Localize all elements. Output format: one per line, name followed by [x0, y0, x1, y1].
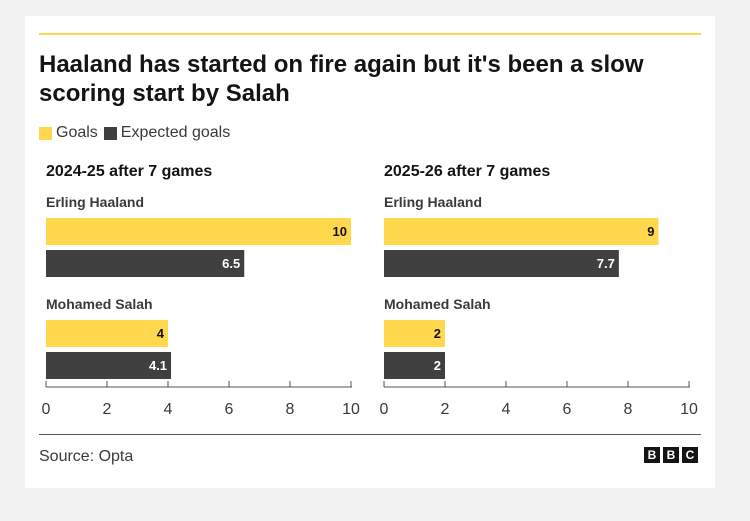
bar-goals	[46, 320, 168, 347]
bar-xg	[384, 250, 619, 277]
source-note: Source: Opta	[39, 448, 134, 465]
bar-goals	[46, 218, 351, 245]
bar-xg	[384, 352, 445, 379]
x-tick-label: 10	[680, 401, 698, 418]
panel-title: 2025-26 after 7 games	[384, 163, 550, 180]
bar-xg	[46, 352, 172, 379]
x-tick-label: 4	[502, 401, 511, 418]
data-label-goals: 4	[157, 326, 165, 341]
accent-rule	[39, 33, 701, 35]
x-tick-label: 2	[103, 401, 112, 418]
logo-letter: B	[644, 447, 660, 463]
x-tick-label: 10	[342, 401, 360, 418]
x-tick-label: 4	[164, 401, 173, 418]
legend-swatch-xg	[103, 126, 117, 140]
data-label-xg: 4.1	[149, 358, 167, 373]
data-label-xg: 2	[434, 358, 441, 373]
chart-title: Haaland has started on fire again but it…	[39, 51, 644, 107]
x-tick-label: 0	[380, 401, 389, 418]
x-tick-label: 8	[624, 401, 633, 418]
category-label: Erling Haaland	[384, 194, 482, 210]
category-label: Mohamed Salah	[46, 296, 153, 312]
bar-goals	[384, 218, 659, 245]
data-label-goals: 10	[333, 224, 347, 239]
x-tick-label: 2	[441, 401, 450, 418]
panel-title: 2024-25 after 7 games	[46, 163, 212, 180]
legend-label-xg: Expected goals	[120, 124, 231, 141]
legend-swatch-goals	[39, 126, 52, 140]
bbc-logo: B B C	[641, 447, 698, 463]
bar-goals	[384, 320, 445, 347]
x-tick-label: 6	[563, 401, 572, 418]
data-label-xg: 7.7	[597, 256, 615, 271]
chart-card: Haaland has started on fire again but it…	[25, 16, 715, 488]
x-tick-label: 8	[286, 401, 295, 418]
legend-label-goals: Goals	[56, 124, 98, 141]
footer-rule	[39, 434, 701, 435]
legend-item-goals: Goals	[39, 124, 98, 142]
bar-charts: 2024-25 after 7 games Erling Haaland 10 6.5…	[42, 163, 698, 418]
category-label: Erling Haaland	[46, 194, 144, 210]
data-label-goals: 2	[434, 326, 441, 341]
x-tick-label: 0	[42, 401, 51, 418]
category-label: Mohamed Salah	[384, 296, 491, 312]
logo-letter: C	[682, 447, 698, 463]
data-label-goals: 9	[647, 224, 654, 239]
legend: Goals Expected goals	[39, 124, 236, 142]
x-tick-label: 6	[225, 401, 234, 418]
bar-xg	[46, 250, 245, 277]
legend-item-xg: Expected goals	[103, 124, 231, 142]
data-label-xg: 6.5	[222, 256, 240, 271]
logo-letter: B	[663, 447, 679, 463]
